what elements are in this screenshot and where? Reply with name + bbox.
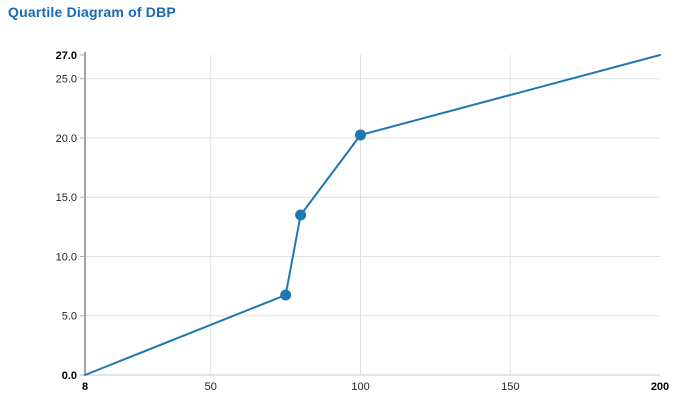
data-point-marker [355, 129, 367, 141]
data-point-marker [280, 289, 292, 301]
data-point-marker [295, 209, 307, 221]
x-tick-label: 100 [351, 381, 369, 393]
y-tick-label: 10.0 [56, 251, 77, 263]
y-tick-label: 20.0 [56, 133, 77, 145]
chart-title: Quartile Diagram of DBP [8, 4, 176, 20]
y-tick-label: 25.0 [56, 74, 77, 86]
x-tick-label: 8 [82, 381, 88, 393]
y-tick-label: 15.0 [56, 192, 77, 204]
y-tick-label: 0.0 [62, 370, 77, 382]
series-line [84, 54, 661, 376]
y-tick-label: 5.0 [62, 311, 77, 323]
x-tick-label: 150 [501, 381, 519, 393]
y-tick-label: 27.0 [56, 50, 77, 62]
x-tick-label: 50 [205, 381, 217, 393]
x-tick-label: 200 [651, 381, 669, 393]
